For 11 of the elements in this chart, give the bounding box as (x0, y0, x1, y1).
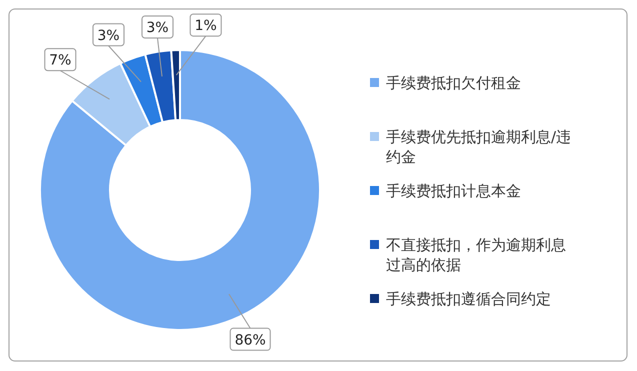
legend-label: 手续费抵扣欠付租金 (386, 74, 521, 92)
legend-label: 手续费抵扣遵循合同约定 (386, 290, 551, 308)
data-label: 3% (146, 20, 169, 36)
legend-label: 不直接抵扣，作为逾期利息过高的依据 (386, 236, 566, 274)
legend-label: 手续费优先抵扣逾期利息/违约金 (386, 128, 572, 166)
data-label: 1% (194, 18, 217, 34)
data-label: 7% (49, 52, 72, 69)
donut-slice (39, 49, 321, 331)
data-label: 3% (97, 28, 120, 44)
data-label: 86% (234, 332, 266, 348)
legend-label: 手续费抵扣计息本金 (386, 182, 521, 200)
